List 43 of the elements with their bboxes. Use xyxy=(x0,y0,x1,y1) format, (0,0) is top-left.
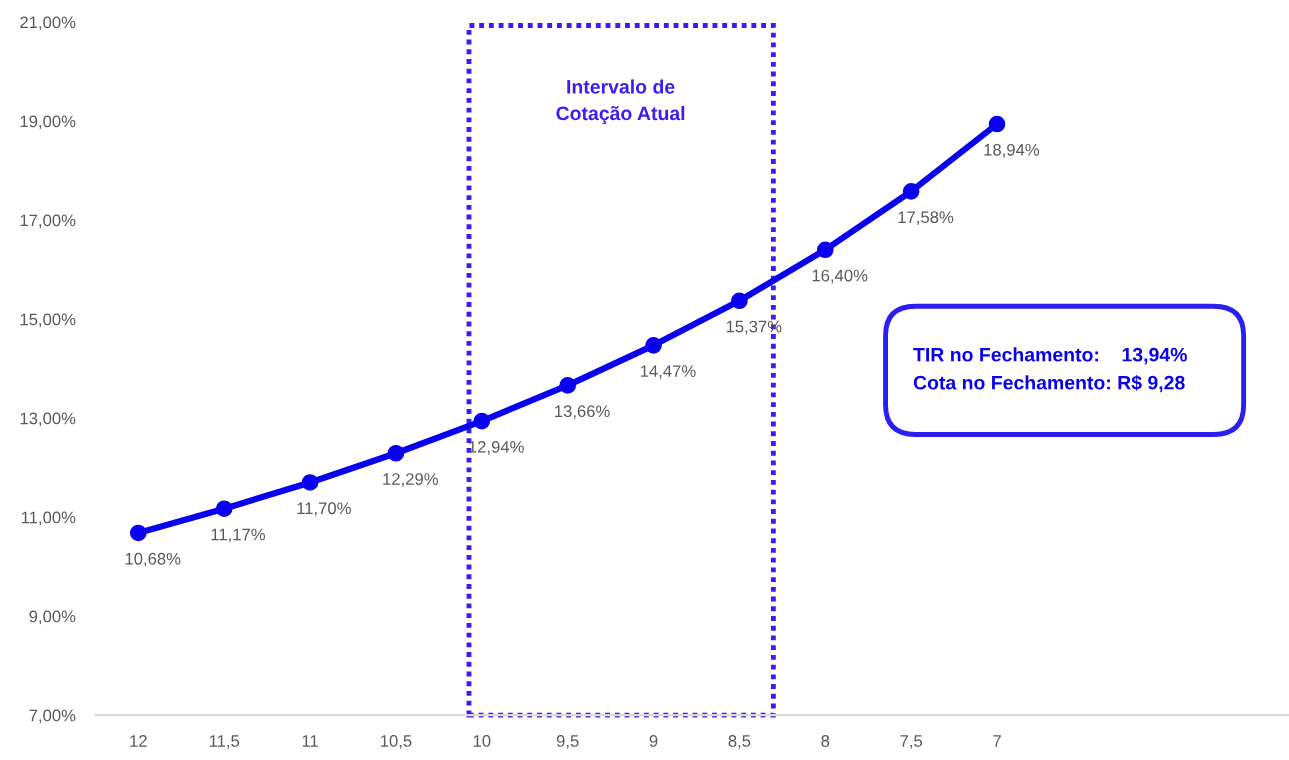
x-tick-label: 8,5 xyxy=(728,735,751,749)
data-label: 11,17% xyxy=(211,528,266,543)
data-label: 13,66% xyxy=(555,405,610,420)
data-label: 17,58% xyxy=(898,211,954,226)
data-label: 11,70% xyxy=(297,502,351,517)
point xyxy=(301,474,319,491)
point xyxy=(902,183,920,200)
y-tick-label: 11,00% xyxy=(21,511,76,526)
x-tick-label: 10,5 xyxy=(380,735,412,749)
point xyxy=(473,412,491,430)
x-tick-label: 9,5 xyxy=(556,735,579,749)
annotation: TIR no Fechamento: 13,94% Cota no Fechamento: R$ 9,28 xyxy=(913,347,1187,393)
data-label: 15,37% xyxy=(726,320,782,335)
x-tick-label: 11 xyxy=(302,735,318,747)
point xyxy=(559,377,577,394)
y-tick-label: 7,00% xyxy=(29,709,76,724)
point xyxy=(988,115,1006,133)
x-tick-label: 7,5 xyxy=(900,735,923,749)
y-tick-label: 9,00% xyxy=(29,610,76,625)
data-label: 10,68% xyxy=(125,552,181,567)
point xyxy=(816,241,834,259)
point xyxy=(215,500,233,518)
point xyxy=(731,292,748,310)
point xyxy=(387,444,405,462)
y-tick-label: 19,00% xyxy=(20,115,76,130)
x-tick-label: 8 xyxy=(821,735,830,747)
annotation: Intervalo de Cotação Atual xyxy=(556,79,685,125)
point xyxy=(645,336,662,354)
data-label: 18,94% xyxy=(984,143,1040,158)
x-tick-label: 9 xyxy=(649,735,658,747)
x-tick-label: 12 xyxy=(130,735,147,747)
y-tick-label: 13,00% xyxy=(20,412,76,427)
point xyxy=(129,524,147,542)
data-label: 12,29% xyxy=(383,473,438,487)
y-tick-label: 21,00% xyxy=(20,16,76,31)
data-label: 12,94% xyxy=(469,440,524,455)
data-label: 16,40% xyxy=(812,269,868,284)
x-tick-label: 11,5 xyxy=(209,735,240,749)
x-tick-label: 7 xyxy=(993,735,1001,747)
y-tick-label: 17,00% xyxy=(20,214,76,229)
x-tick-label: 10 xyxy=(473,735,491,747)
data-label: 14,47% xyxy=(640,365,696,379)
y-tick-label: 15,00% xyxy=(20,313,76,328)
